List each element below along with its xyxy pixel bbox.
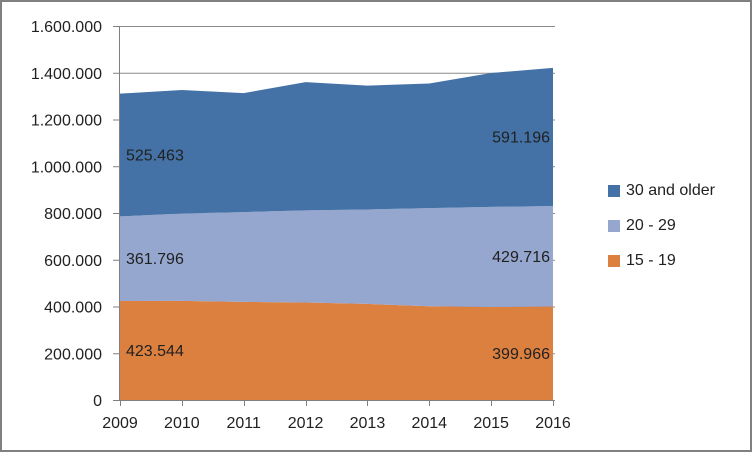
- data-label-20-29-2016: 429.716: [492, 249, 550, 266]
- y-axis-tick-label: 400.000: [44, 300, 102, 317]
- x-axis-tick-label: 2016: [535, 415, 571, 432]
- legend-color-swatch: [608, 255, 620, 267]
- legend-item-15-19: 15 - 19: [608, 252, 715, 269]
- x-axis-tick-label: 2011: [227, 415, 262, 432]
- data-label-30-and-older-2009: 525.463: [126, 148, 184, 165]
- x-axis-tick-label: 2010: [164, 415, 200, 432]
- y-axis-tick-label: 1.400.000: [31, 66, 102, 83]
- legend-color-swatch: [608, 185, 620, 197]
- y-axis-tick-label: 1.200.000: [31, 113, 102, 130]
- x-axis-tick-label: 2012: [288, 415, 324, 432]
- y-axis-tick-label: 1.600.000: [31, 19, 102, 36]
- y-axis-tick-label: 200.000: [44, 346, 102, 363]
- legend-item-20-29: 20 - 29: [608, 217, 715, 234]
- legend: 30 and older 20 - 29 15 - 19: [608, 182, 715, 288]
- legend-item-30-and-older: 30 and older: [608, 182, 715, 199]
- area-series-15-19: [120, 300, 553, 400]
- legend-label: 15 - 19: [626, 252, 676, 269]
- area-series-20-29: [120, 206, 553, 307]
- data-label-15-19-2016: 399.966: [492, 346, 550, 363]
- y-axis-tick-label: 1.000.000: [31, 159, 102, 176]
- x-axis-tick-label: 2014: [411, 415, 447, 432]
- data-label-20-29-2009: 361.796: [126, 251, 184, 268]
- y-axis-tick-label: 0: [93, 393, 102, 410]
- y-axis-tick-label: 800.000: [44, 206, 102, 223]
- legend-color-swatch: [608, 220, 620, 232]
- y-axis-tick-label: 600.000: [44, 253, 102, 270]
- data-label-15-19-2009: 423.544: [126, 343, 184, 360]
- legend-label: 30 and older: [626, 182, 715, 199]
- x-axis-tick-label: 2013: [350, 415, 386, 432]
- x-axis-tick-label: 2015: [473, 415, 509, 432]
- x-axis-tick-label: 2009: [102, 415, 138, 432]
- data-label-30-and-older-2016: 591.196: [492, 129, 550, 146]
- area-series-30-and-older: [120, 67, 553, 217]
- legend-label: 20 - 29: [626, 217, 676, 234]
